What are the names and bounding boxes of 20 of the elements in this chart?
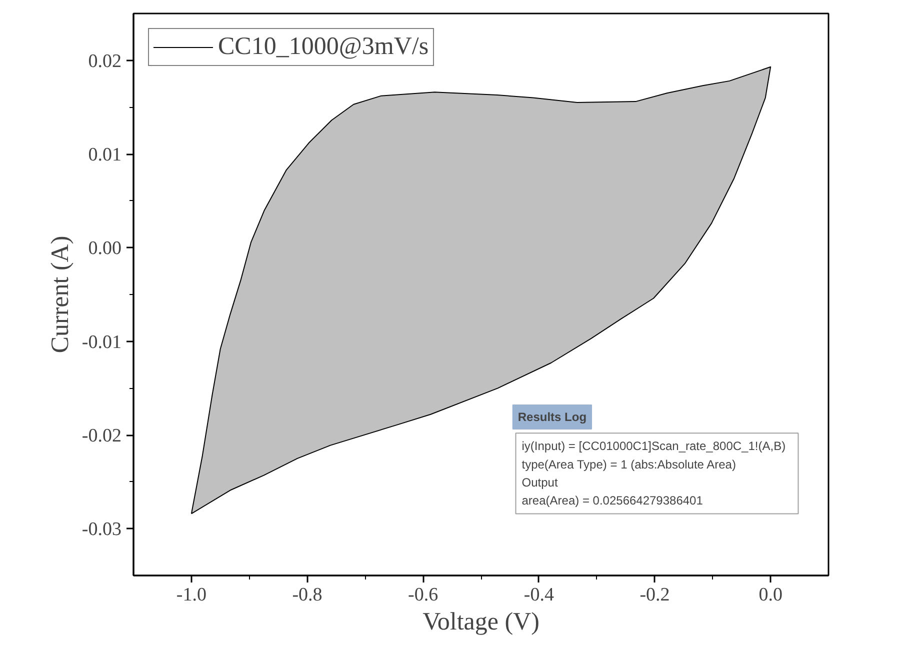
annotation: Results Log xyxy=(518,410,587,424)
x-axis-title: Voltage (V) xyxy=(422,608,540,636)
y-axis-title: Current (A) xyxy=(46,236,74,354)
y-tick-label: 0.02 xyxy=(88,50,122,72)
x-tick-label: -0.8 xyxy=(292,584,322,606)
x-tick-label: -0.2 xyxy=(640,584,670,606)
x-tick-label: -0.6 xyxy=(408,584,438,606)
y-tick-label: -0.01 xyxy=(82,332,122,353)
y-tick-label: -0.03 xyxy=(82,519,122,540)
y-tick-label: 0.00 xyxy=(88,238,122,260)
annotation: area(Area) = 0.025664279386401 xyxy=(522,494,704,508)
legend-label: CC10_1000@3mV/s xyxy=(218,33,429,61)
annotation: type(Area Type) = 1 (abs:Absolute Area) xyxy=(522,457,736,472)
annotation: Output xyxy=(522,476,558,490)
y-tick-label: 0.01 xyxy=(88,144,122,166)
y-tick-label: -0.02 xyxy=(82,426,122,446)
x-tick-label: -1.0 xyxy=(176,584,206,606)
annotation: iy(Input) = [CC01000C1]Scan_rate_800C_1!(A,B) xyxy=(522,439,786,454)
x-tick-label: 0.0 xyxy=(758,584,782,606)
x-tick-label: -0.4 xyxy=(524,584,554,606)
